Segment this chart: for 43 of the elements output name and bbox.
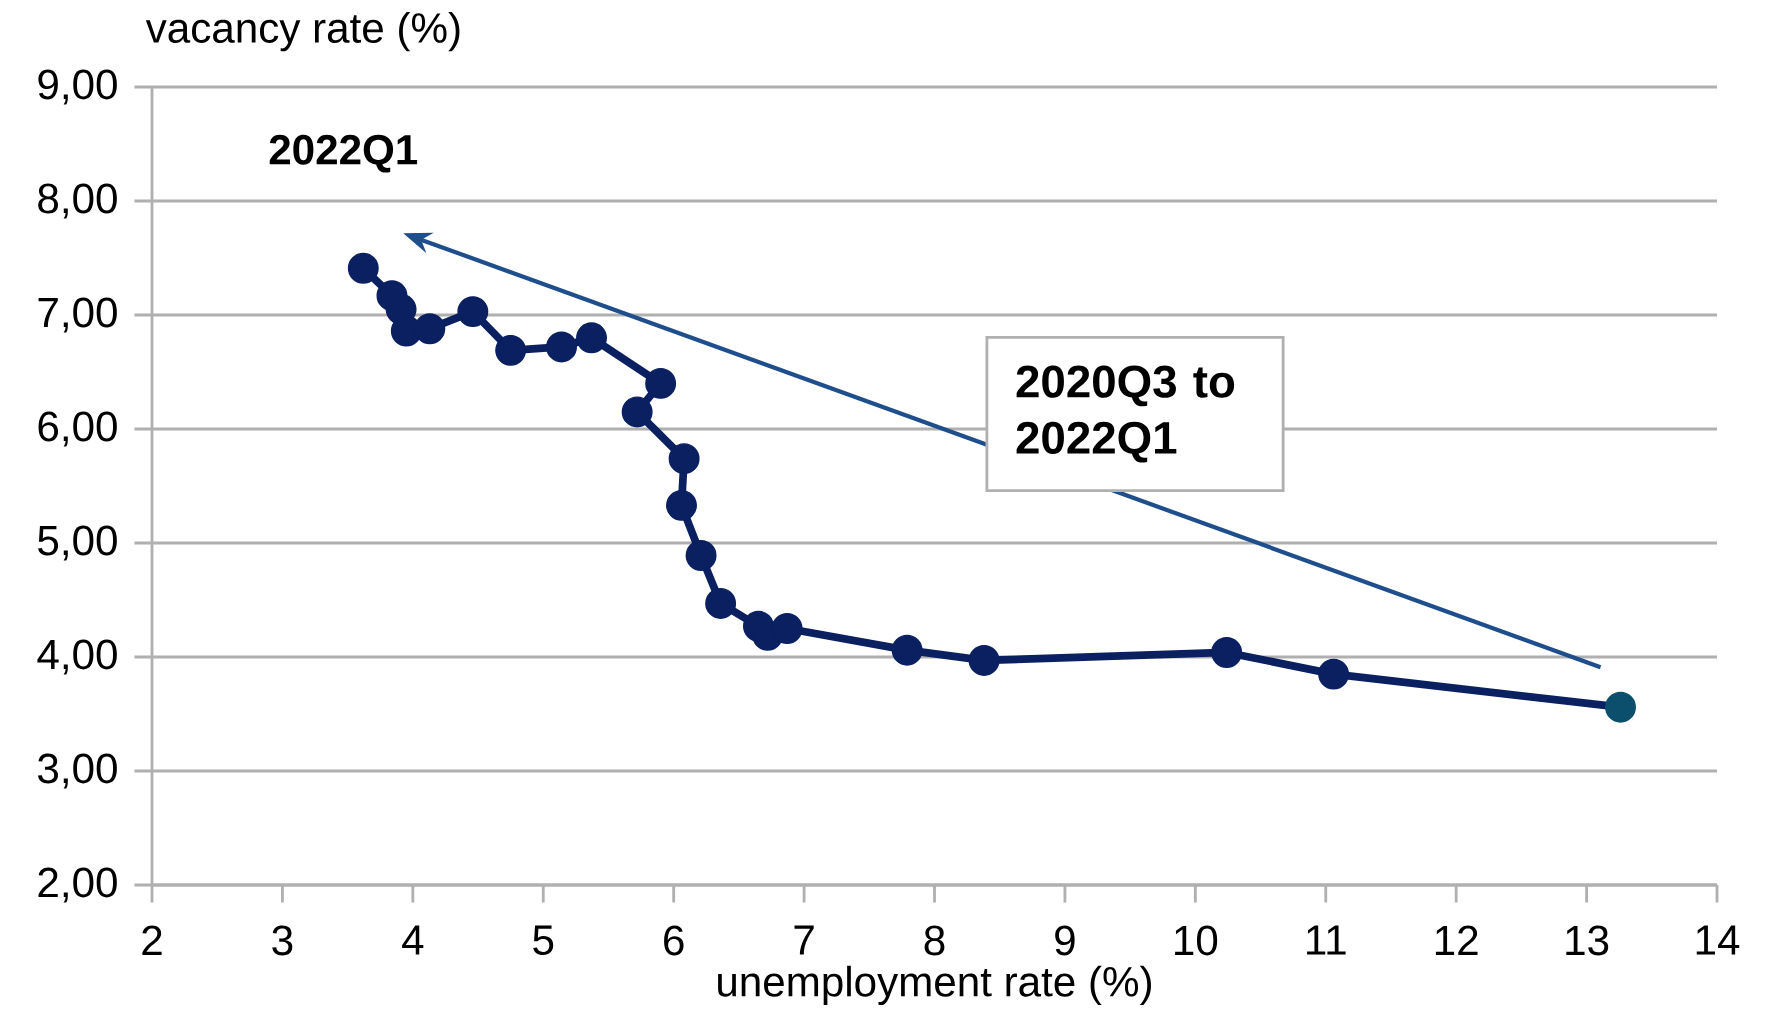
point (771, 613, 803, 644)
y-tick-label: 4,00 (37, 639, 117, 675)
y-tick-label: 8,00 (38, 183, 117, 219)
y-tick-label: 6,00 (38, 411, 117, 447)
point (495, 334, 527, 366)
point (645, 367, 677, 399)
x-tick-label: 5 (533, 925, 554, 955)
point (968, 644, 1000, 676)
y-tick-label: 9,00 (38, 69, 117, 105)
point (666, 489, 697, 521)
x-tick-label: 9 (1055, 925, 1075, 956)
point (347, 252, 379, 284)
point (685, 540, 717, 572)
point (891, 634, 923, 666)
x-tick-label: 8 (924, 925, 945, 956)
y-axis-title: vacancy rate (%) (145, 12, 460, 52)
point (576, 322, 607, 354)
point (621, 396, 653, 428)
annotation: 2022Q1 (269, 134, 418, 173)
x-tick-label: 6 (664, 925, 684, 956)
point (1211, 636, 1243, 668)
x-axis-title: unemployment rate (%) (718, 965, 1151, 1006)
x-tick-label: 3 (272, 925, 293, 956)
point (546, 331, 577, 363)
point (1318, 658, 1350, 690)
x-tick-label: 12 (1435, 925, 1478, 955)
y-tick-label: 3,00 (38, 753, 117, 789)
x-tick-label: 11 (1307, 925, 1346, 955)
point (414, 313, 446, 345)
x-tick-label: 10 (1175, 925, 1218, 956)
x-tick-label: 4 (402, 925, 424, 955)
y-tick-label: 2,00 (38, 867, 117, 903)
x-tick-label: 13 (1566, 925, 1609, 956)
x-tick-label: 7 (794, 925, 814, 955)
annotation: 2020Q3 to 2022Q1 (1016, 365, 1235, 463)
point (705, 587, 737, 619)
point (457, 296, 489, 328)
y-tick-label: 5,00 (38, 525, 117, 561)
x-tick-label: 14 (1696, 925, 1740, 955)
x-tick-label: 2 (142, 925, 162, 955)
point (1605, 691, 1636, 723)
point (668, 443, 700, 475)
y-tick-label: 7,00 (38, 297, 117, 333)
